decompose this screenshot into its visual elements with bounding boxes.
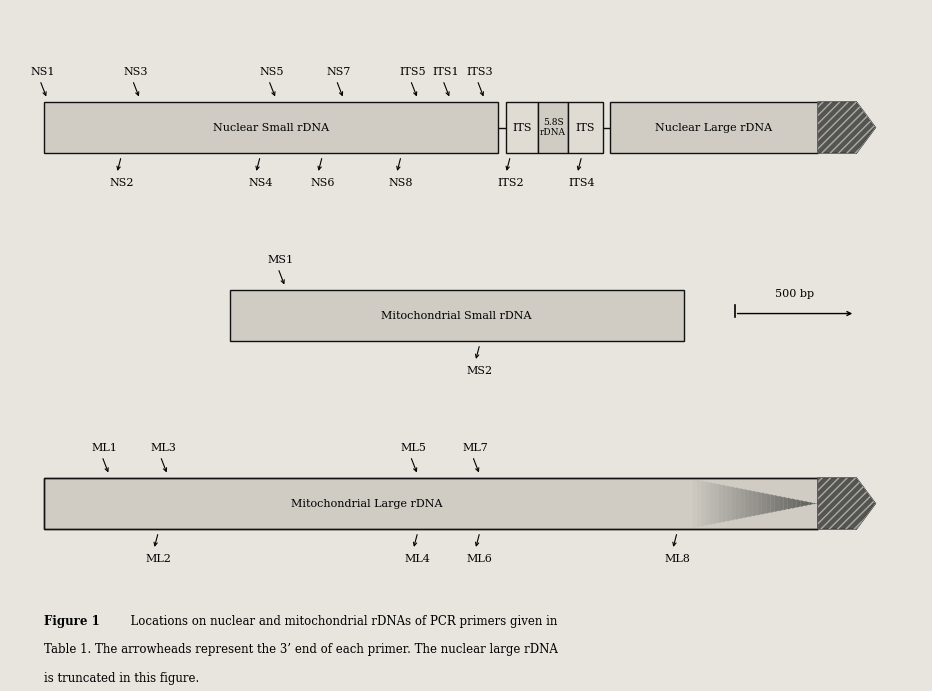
Polygon shape bbox=[758, 491, 761, 515]
Text: Table 1. The arrowheads represent the 3’ end of each primer. The nuclear large r: Table 1. The arrowheads represent the 3’… bbox=[45, 643, 558, 656]
Text: Nuclear Large rDNA: Nuclear Large rDNA bbox=[655, 122, 773, 133]
Polygon shape bbox=[740, 488, 745, 519]
Bar bbox=[230, 290, 684, 341]
Text: NS7: NS7 bbox=[327, 67, 351, 77]
Text: 500 bp: 500 bp bbox=[775, 290, 815, 299]
Text: ITS1: ITS1 bbox=[432, 67, 459, 77]
Polygon shape bbox=[697, 480, 701, 527]
Bar bbox=[45, 478, 818, 529]
Text: ML4: ML4 bbox=[404, 553, 431, 564]
Text: ITS3: ITS3 bbox=[467, 67, 493, 77]
Text: ML1: ML1 bbox=[91, 444, 117, 453]
Polygon shape bbox=[745, 489, 749, 518]
Polygon shape bbox=[719, 484, 723, 523]
Text: Figure 1: Figure 1 bbox=[45, 614, 101, 627]
Polygon shape bbox=[801, 500, 805, 507]
Text: ITS: ITS bbox=[576, 122, 596, 133]
Polygon shape bbox=[749, 490, 753, 517]
Text: NS6: NS6 bbox=[310, 178, 335, 188]
Text: NS2: NS2 bbox=[109, 178, 133, 188]
Polygon shape bbox=[753, 491, 758, 516]
Polygon shape bbox=[736, 487, 740, 520]
Polygon shape bbox=[732, 486, 736, 520]
Text: NS5: NS5 bbox=[259, 67, 283, 77]
Text: ML8: ML8 bbox=[665, 553, 691, 564]
Text: NS1: NS1 bbox=[31, 67, 55, 77]
Text: 5.8S
rDNA: 5.8S rDNA bbox=[540, 118, 566, 138]
Text: ML3: ML3 bbox=[150, 444, 176, 453]
Text: Locations on nuclear and mitochondrial rDNAs of PCR primers given in: Locations on nuclear and mitochondrial r… bbox=[123, 614, 557, 627]
Text: NS3: NS3 bbox=[123, 67, 147, 77]
Polygon shape bbox=[771, 494, 774, 513]
Text: ML6: ML6 bbox=[467, 553, 493, 564]
Text: MS2: MS2 bbox=[467, 366, 493, 376]
Polygon shape bbox=[766, 493, 771, 514]
Polygon shape bbox=[706, 482, 710, 526]
Polygon shape bbox=[779, 496, 784, 511]
Polygon shape bbox=[784, 497, 788, 511]
Text: Mitochondrial Large rDNA: Mitochondrial Large rDNA bbox=[291, 498, 442, 509]
Polygon shape bbox=[701, 480, 706, 527]
Text: is truncated in this figure.: is truncated in this figure. bbox=[45, 672, 199, 685]
Polygon shape bbox=[761, 493, 766, 515]
Polygon shape bbox=[814, 502, 818, 504]
Bar bbox=[610, 102, 818, 153]
Text: ML7: ML7 bbox=[462, 444, 488, 453]
Bar bbox=[539, 102, 568, 153]
Polygon shape bbox=[723, 484, 727, 522]
Text: ITS: ITS bbox=[513, 122, 532, 133]
Polygon shape bbox=[818, 102, 875, 153]
Polygon shape bbox=[797, 500, 801, 508]
Polygon shape bbox=[792, 498, 797, 509]
Polygon shape bbox=[774, 495, 779, 512]
Polygon shape bbox=[809, 502, 814, 505]
Polygon shape bbox=[714, 483, 719, 524]
Text: ITS5: ITS5 bbox=[400, 67, 427, 77]
Polygon shape bbox=[818, 478, 875, 529]
Text: ML2: ML2 bbox=[145, 553, 171, 564]
Text: Mitochondrial Small rDNA: Mitochondrial Small rDNA bbox=[381, 310, 532, 321]
Bar bbox=[568, 102, 603, 153]
Polygon shape bbox=[727, 486, 732, 522]
Bar bbox=[506, 102, 539, 153]
Text: ITS2: ITS2 bbox=[497, 178, 524, 188]
Text: MS1: MS1 bbox=[267, 255, 294, 265]
Bar bbox=[45, 102, 499, 153]
Text: Nuclear Small rDNA: Nuclear Small rDNA bbox=[213, 122, 330, 133]
Polygon shape bbox=[788, 498, 792, 509]
Text: ML5: ML5 bbox=[400, 444, 426, 453]
Text: NS4: NS4 bbox=[248, 178, 272, 188]
Text: ITS4: ITS4 bbox=[569, 178, 596, 188]
Bar bbox=[45, 478, 818, 529]
Polygon shape bbox=[805, 501, 809, 506]
Polygon shape bbox=[710, 482, 714, 525]
Text: NS8: NS8 bbox=[389, 178, 414, 188]
